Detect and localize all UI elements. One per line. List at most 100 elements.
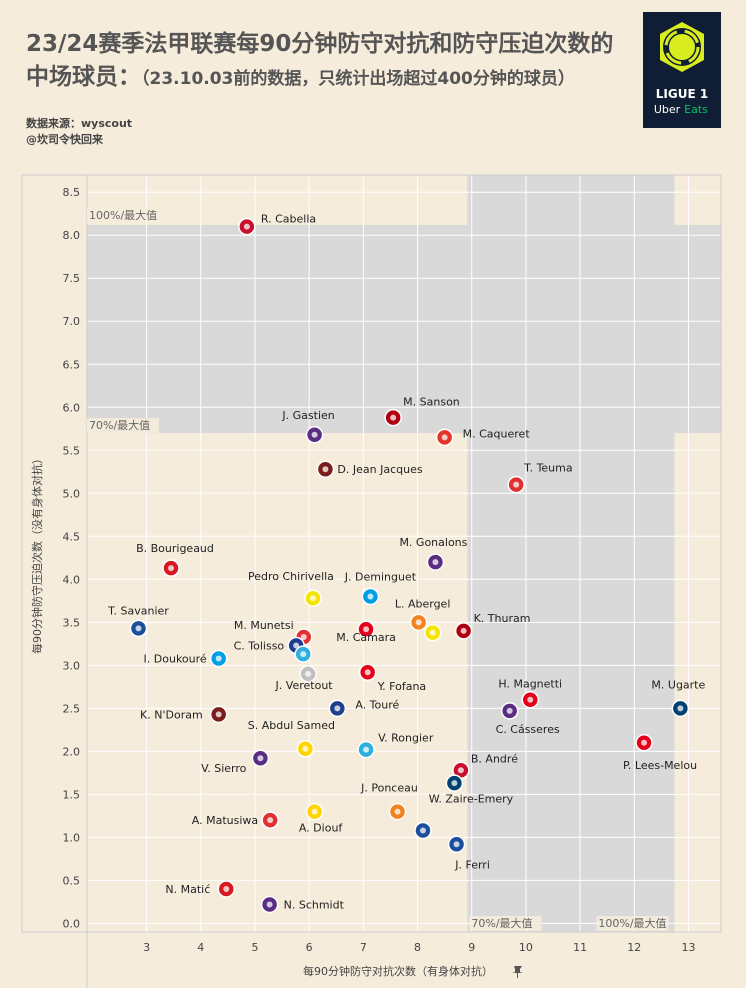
player-badge [304, 589, 322, 607]
badge-center [513, 481, 520, 488]
y-tick-label: 1.0 [63, 831, 81, 844]
player-badge [671, 699, 690, 718]
point-label: I. Doukouré [144, 652, 207, 665]
zone-label-bg [596, 916, 669, 931]
logo-text-uber: Uber [654, 103, 681, 116]
badge-center [419, 827, 426, 834]
badge-center [243, 223, 250, 230]
player-badge [388, 802, 407, 821]
badge-center [300, 633, 307, 640]
y-tick-label: 0.5 [63, 874, 81, 887]
player-badge [251, 749, 270, 767]
ligue1-logo: LIGUE 1 Uber Eats [643, 12, 721, 128]
point-label: R. Cabella [261, 213, 316, 226]
point-label: N. Matić [165, 883, 210, 896]
player-badge [260, 895, 279, 914]
player-badge [445, 774, 464, 792]
player-badge [209, 649, 228, 668]
player-badge [294, 645, 312, 663]
point-label: J. Veretout [275, 679, 334, 692]
badge-center [527, 696, 534, 703]
y-tick-label: 2.5 [63, 702, 81, 715]
player-badge [316, 460, 335, 478]
source-block: 数据来源：wyscout @坎司令快回来 [26, 116, 132, 148]
player-badge [357, 620, 375, 638]
title-main: 23/24赛季法甲联赛每90分钟防守对抗和防守压迫次数的中场球员： [26, 31, 614, 90]
player-badge [217, 880, 236, 898]
point-label: T. Teuma [523, 462, 572, 475]
x-tick-label: 13 [681, 941, 695, 954]
y-tick-label: 7.0 [63, 315, 81, 328]
badge-center [293, 642, 300, 649]
pin-shape [512, 966, 523, 978]
badge-center [309, 595, 316, 602]
player-badge [361, 587, 380, 606]
point-label: P. Lees-Melou [623, 759, 697, 772]
player-badge [299, 665, 317, 683]
player-badge [384, 408, 402, 427]
ligue1-emblem-icon: LIGUE 1 Uber Eats [654, 22, 708, 116]
x-axis-label: 每90分钟防守对抗次数（有身体对抗） [303, 964, 493, 978]
y-tick-label: 5.5 [63, 444, 81, 457]
label-x100: 100%/最大值 [596, 916, 669, 931]
player-badge [507, 475, 525, 494]
player-badge [414, 821, 432, 840]
player-badge [635, 734, 653, 752]
badge-center [677, 705, 684, 712]
point-label: A. Touré [355, 698, 399, 711]
data-source: 数据来源：wyscout [26, 117, 133, 130]
pin-icon [512, 966, 523, 978]
point-label: L. Abergel [395, 597, 451, 610]
data-points [129, 217, 690, 914]
x-tick-label: 5 [251, 941, 258, 954]
player-badge [261, 811, 279, 829]
badge-center [311, 808, 318, 815]
point-label: Y. Fofana [377, 680, 426, 693]
badge-center [305, 670, 312, 677]
badge-center [390, 414, 397, 421]
zone-label-bg [87, 207, 159, 223]
badge-center [215, 711, 222, 718]
badge-center [367, 593, 374, 600]
point-label: B. Bourigeaud [136, 542, 214, 555]
point-label: K. N'Doram [140, 708, 203, 721]
badge-center [432, 559, 439, 566]
point-label: J. Ponceau [360, 782, 418, 795]
player-badge [305, 426, 324, 444]
y-axis-label: 每90分钟防守压迫次数（没有身体对抗） [30, 453, 44, 654]
badge-center [302, 745, 309, 752]
point-label: T. Savanier [107, 604, 169, 617]
badge-center [334, 705, 341, 712]
player-badge [328, 699, 347, 718]
player-badge [209, 705, 228, 724]
badge-center [441, 434, 448, 441]
point-label: M. Camara [336, 631, 396, 644]
title-subtitle: （23.10.03前的数据，只统计出场超过400分钟的球员） [141, 69, 575, 89]
point-label: J. Gastien [281, 409, 334, 422]
point-label: K. Thuram [474, 612, 531, 625]
badge-center [300, 651, 307, 658]
point-label: M. Caqueret [463, 427, 531, 440]
y-tick-label: 0.0 [63, 917, 81, 930]
point-label: C. Cásseres [496, 723, 560, 736]
point-label: C. Tolisso [234, 640, 285, 653]
zone-label-text: 70%/最大值 [89, 418, 150, 432]
logo-text-eats: Eats [684, 103, 708, 116]
label-y70: 70%/最大值 [87, 418, 159, 434]
x-tick-label: 3 [143, 941, 150, 954]
badge-center [453, 841, 460, 848]
y-tick-label: 2.0 [63, 745, 81, 758]
badge-center [257, 755, 264, 762]
player-badge [435, 428, 454, 447]
axes-frame [21, 174, 722, 988]
y-tick-label: 6.0 [63, 401, 81, 414]
badge-center [167, 565, 174, 572]
author-credit: @坎司令快回来 [26, 133, 103, 146]
player-badge [409, 613, 428, 632]
badge-center [266, 901, 273, 908]
badge-center [394, 808, 401, 815]
point-label: N. Schmidt [284, 898, 345, 911]
badge-center [322, 466, 329, 473]
badge-center [415, 619, 422, 626]
